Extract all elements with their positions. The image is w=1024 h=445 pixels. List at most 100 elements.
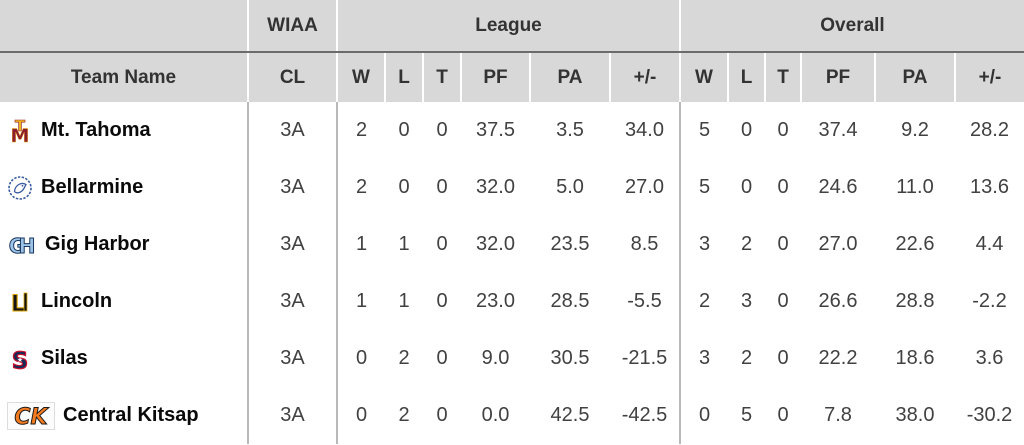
team-wrap: L Lincoln: [7, 289, 247, 315]
classification-cell: 3A: [247, 102, 337, 159]
overall-plus-minus-cell: -2.2: [955, 273, 1024, 330]
team-wrap: G H Gig Harbor: [7, 232, 247, 258]
team-cell[interactable]: L Lincoln: [0, 273, 248, 330]
svg-text:M: M: [11, 125, 30, 144]
league-l-cell: 0: [385, 159, 423, 216]
column-header-t-league: T: [422, 52, 461, 102]
overall-l-cell: 3: [728, 273, 765, 330]
svg-text:L: L: [11, 292, 25, 315]
league-l-cell: 1: [385, 216, 423, 273]
league-l-cell: 1: [385, 273, 423, 330]
overall-t-cell: 0: [765, 330, 801, 387]
league-t-cell: 0: [423, 330, 461, 387]
header-group-row: WIAA League Overall: [0, 0, 1024, 53]
team-wrap: T M Mt. Tahoma: [7, 118, 247, 144]
overall-w-cell: 5: [679, 102, 728, 159]
overall-plus-minus-cell: 28.2: [955, 102, 1024, 159]
team-wrap: S ★ Silas: [7, 346, 247, 372]
table-row: G H Gig Harbor 3A 1 1 0 32.0 23.5 8.5 3 2 0 27.0 22.6…: [0, 216, 1024, 273]
column-header-pf-league: PF: [460, 52, 530, 102]
column-header-w-overall: W: [679, 52, 728, 102]
column-header-w-league: W: [336, 52, 385, 102]
team-name: Lincoln: [41, 290, 113, 312]
overall-l-cell: 2: [728, 330, 765, 387]
league-l-cell: 0: [385, 102, 423, 159]
team-wrap: Bellarmine: [7, 175, 247, 201]
league-plus-minus-cell: 34.0: [610, 102, 680, 159]
league-pf-cell: 9.0: [461, 330, 530, 387]
league-pa-cell: 42.5: [530, 387, 610, 444]
svg-text:★: ★: [17, 356, 23, 364]
classification-cell: 3A: [247, 387, 337, 444]
column-header-cl-cl: CL: [247, 52, 337, 102]
classification-cell: 3A: [247, 216, 337, 273]
table-body: T M Mt. Tahoma 3A 2 0 0 37.5 3.5 34.0 5 0 0 37.4 9.2 2…: [0, 102, 1024, 444]
classification-cell: 3A: [247, 159, 337, 216]
overall-pf-cell: 7.8: [801, 387, 875, 444]
league-w-cell: 1: [336, 273, 385, 330]
overall-plus-minus-cell: 4.4: [955, 216, 1024, 273]
league-t-cell: 0: [423, 102, 461, 159]
league-pa-cell: 30.5: [530, 330, 610, 387]
overall-w-cell: 0: [679, 387, 728, 444]
overall-plus-minus-cell: -30.2: [955, 387, 1024, 444]
team-name: Central Kitsap: [63, 404, 199, 426]
overall-l-cell: 2: [728, 216, 765, 273]
league-l-cell: 2: [385, 387, 423, 444]
overall-w-cell: 3: [679, 330, 728, 387]
league-t-cell: 0: [423, 159, 461, 216]
league-w-cell: 2: [336, 102, 385, 159]
league-pa-cell: 28.5: [530, 273, 610, 330]
column-header-l-overall: L: [727, 52, 765, 102]
league-pf-cell: 32.0: [461, 216, 530, 273]
group-header-wiaa: WIAA: [247, 0, 337, 53]
overall-w-cell: 5: [679, 159, 728, 216]
league-plus-minus-cell: 8.5: [610, 216, 680, 273]
team-cell[interactable]: S ★ Silas: [0, 330, 248, 387]
league-plus-minus-cell: -21.5: [610, 330, 680, 387]
overall-t-cell: 0: [765, 102, 801, 159]
group-header-league: League: [336, 0, 680, 53]
team-cell[interactable]: CK Central Kitsap: [0, 387, 248, 444]
overall-l-cell: 0: [728, 102, 765, 159]
classification-cell: 3A: [247, 330, 337, 387]
svg-text:S: S: [12, 348, 29, 372]
league-pf-cell: 0.0: [461, 387, 530, 444]
team-name: Silas: [41, 347, 88, 369]
team-cell[interactable]: Bellarmine: [0, 159, 248, 216]
overall-pf-cell: 37.4: [801, 102, 875, 159]
column-header-pa-league: PA: [529, 52, 610, 102]
overall-pa-cell: 18.6: [875, 330, 955, 387]
column-header-t-overall: T: [764, 52, 801, 102]
table-header: WIAA League Overall Team Name CL W L T PF PA +/- W…: [0, 0, 1024, 102]
league-pa-cell: 5.0: [530, 159, 610, 216]
overall-pa-cell: 38.0: [875, 387, 955, 444]
svg-text:T: T: [15, 118, 26, 135]
league-plus-minus-cell: 27.0: [610, 159, 680, 216]
league-pa-cell: 23.5: [530, 216, 610, 273]
column-header-plus-minus-overall: +/-: [954, 52, 1024, 102]
overall-l-cell: 0: [728, 159, 765, 216]
column-header-team-name-team: Team Name: [0, 52, 248, 102]
overall-pf-cell: 27.0: [801, 216, 875, 273]
team-cell[interactable]: G H Gig Harbor: [0, 216, 248, 273]
column-header-l-league: L: [384, 52, 423, 102]
svg-text:G: G: [9, 234, 25, 258]
league-t-cell: 0: [423, 273, 461, 330]
overall-pa-cell: 22.6: [875, 216, 955, 273]
table-row: T M Mt. Tahoma 3A 2 0 0 37.5 3.5 34.0 5 0 0 37.4 9.2 2…: [0, 102, 1024, 159]
mt-tahoma-logo: T M: [7, 118, 33, 144]
central-kitsap-logo: CK: [7, 401, 55, 430]
team-name: Bellarmine: [41, 176, 144, 198]
header-columns-row: Team Name CL W L T PF PA +/- W L T PF PA +/-: [0, 52, 1024, 102]
league-t-cell: 0: [423, 387, 461, 444]
team-name: Gig Harbor: [45, 233, 150, 255]
group-header-blank: [0, 0, 248, 53]
team-cell[interactable]: T M Mt. Tahoma: [0, 102, 248, 159]
overall-plus-minus-cell: 3.6: [955, 330, 1024, 387]
league-w-cell: 0: [336, 387, 385, 444]
overall-pf-cell: 22.2: [801, 330, 875, 387]
svg-text:CK: CK: [14, 405, 49, 430]
overall-t-cell: 0: [765, 387, 801, 444]
league-pa-cell: 3.5: [530, 102, 610, 159]
